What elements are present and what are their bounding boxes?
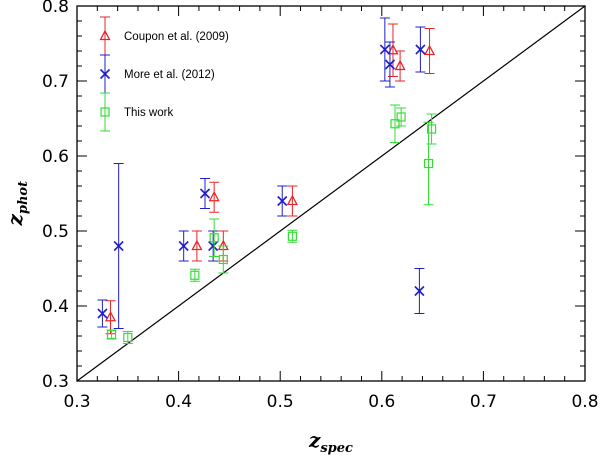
point-marker [113,240,124,252]
data-point [97,299,108,328]
y-tick-label: 0.3 [42,372,69,392]
cross-stroke [113,240,124,252]
y-tick-label: 0.7 [42,72,69,92]
legend-marker [99,29,111,41]
legend-marker [100,107,110,117]
data-point [199,178,211,209]
data-point [277,185,288,217]
point-marker [414,285,425,297]
data-point [414,268,425,314]
point-marker [277,195,288,207]
data-point [209,218,220,257]
point-marker [396,112,406,122]
data-point [189,268,200,282]
data-point [394,50,406,82]
point-marker [394,59,406,71]
cross-stroke [277,195,288,207]
legend-item: Coupon et al. (2009) [99,16,229,56]
legend: Coupon et al. (2009) More et al. (2012) Th… [99,16,229,132]
point-marker [104,310,117,322]
data-point [178,230,189,262]
data-point [287,229,298,243]
data-point [426,113,437,145]
y-tick-label: 0.4 [42,297,69,317]
x-tick-label: 0.7 [470,392,497,412]
y-tick-label: 0.6 [42,147,69,167]
point-marker [208,240,219,252]
x-tick-label: 0.4 [165,392,192,412]
legend-label: Coupon et al. (2009) [124,31,229,43]
x-tick-label: 0.3 [63,392,90,412]
point-marker [390,119,400,129]
point-marker [423,158,434,169]
x-axis-label-main: z [308,428,321,452]
point-marker [191,239,203,251]
data-point [113,163,124,329]
tick-labels: 0.3 0.4 0.5 0.6 0.7 0.8 0.3 0.4 0.5 0.6 0.7 0.8 [42,0,599,412]
point-marker [178,240,189,252]
point-marker [286,194,298,206]
series-square [106,104,437,344]
data-series [97,17,437,344]
point-marker [287,231,297,241]
legend-label: More et al. (2012) [124,69,215,81]
data-point [191,230,203,262]
point-marker [218,254,228,265]
point-marker [384,59,395,70]
x-axis-label: zspec [308,428,353,456]
data-point [208,181,220,213]
data-point [396,107,407,127]
data-point [384,41,395,88]
x-tick-label: 0.5 [267,392,294,412]
x-axis-label-sub: spec [320,441,353,456]
data-point [390,104,401,143]
legend-item: This work [100,92,173,132]
cross-stroke [178,240,189,252]
cross-stroke [414,285,425,297]
data-point [106,329,117,340]
one-to-one-line [76,5,586,382]
legend-marker [99,68,111,80]
point-marker [426,124,437,134]
point-marker [415,44,426,55]
x-tick-label: 0.8 [571,392,598,412]
point-marker [97,308,108,319]
data-point [415,26,426,73]
data-point [423,28,436,74]
point-marker [190,270,200,280]
data-point [218,245,229,274]
legend-item: More et al. (2012) [99,54,215,94]
point-marker [208,190,220,202]
y-tick-label: 0.8 [42,0,69,17]
data-point [286,185,298,217]
y-tick-label: 0.5 [42,222,69,242]
y-axis-label: zphot [3,181,31,227]
cross-stroke [415,44,426,55]
cross-stroke [208,240,219,252]
cross-stroke [379,44,390,55]
plot-frame [76,5,586,382]
data-point [423,121,434,206]
point-marker [423,44,436,56]
cross-stroke [97,308,108,319]
legend-label: This work [124,107,173,119]
y-axis-label-sub: phot [16,181,31,214]
series-x [97,17,426,329]
data-point [379,17,390,82]
point-marker [209,233,219,243]
cross-stroke [199,188,211,199]
x-tick-label: 0.6 [368,392,395,412]
point-marker [106,329,117,340]
y-axis-label-main: z [3,214,27,227]
data-point [122,331,133,344]
data-point [208,230,219,262]
point-marker [387,43,399,55]
cross-stroke [384,59,395,70]
point-marker [199,188,211,199]
point-marker [123,332,133,343]
point-marker [379,44,390,55]
cross-stroke [99,68,111,80]
